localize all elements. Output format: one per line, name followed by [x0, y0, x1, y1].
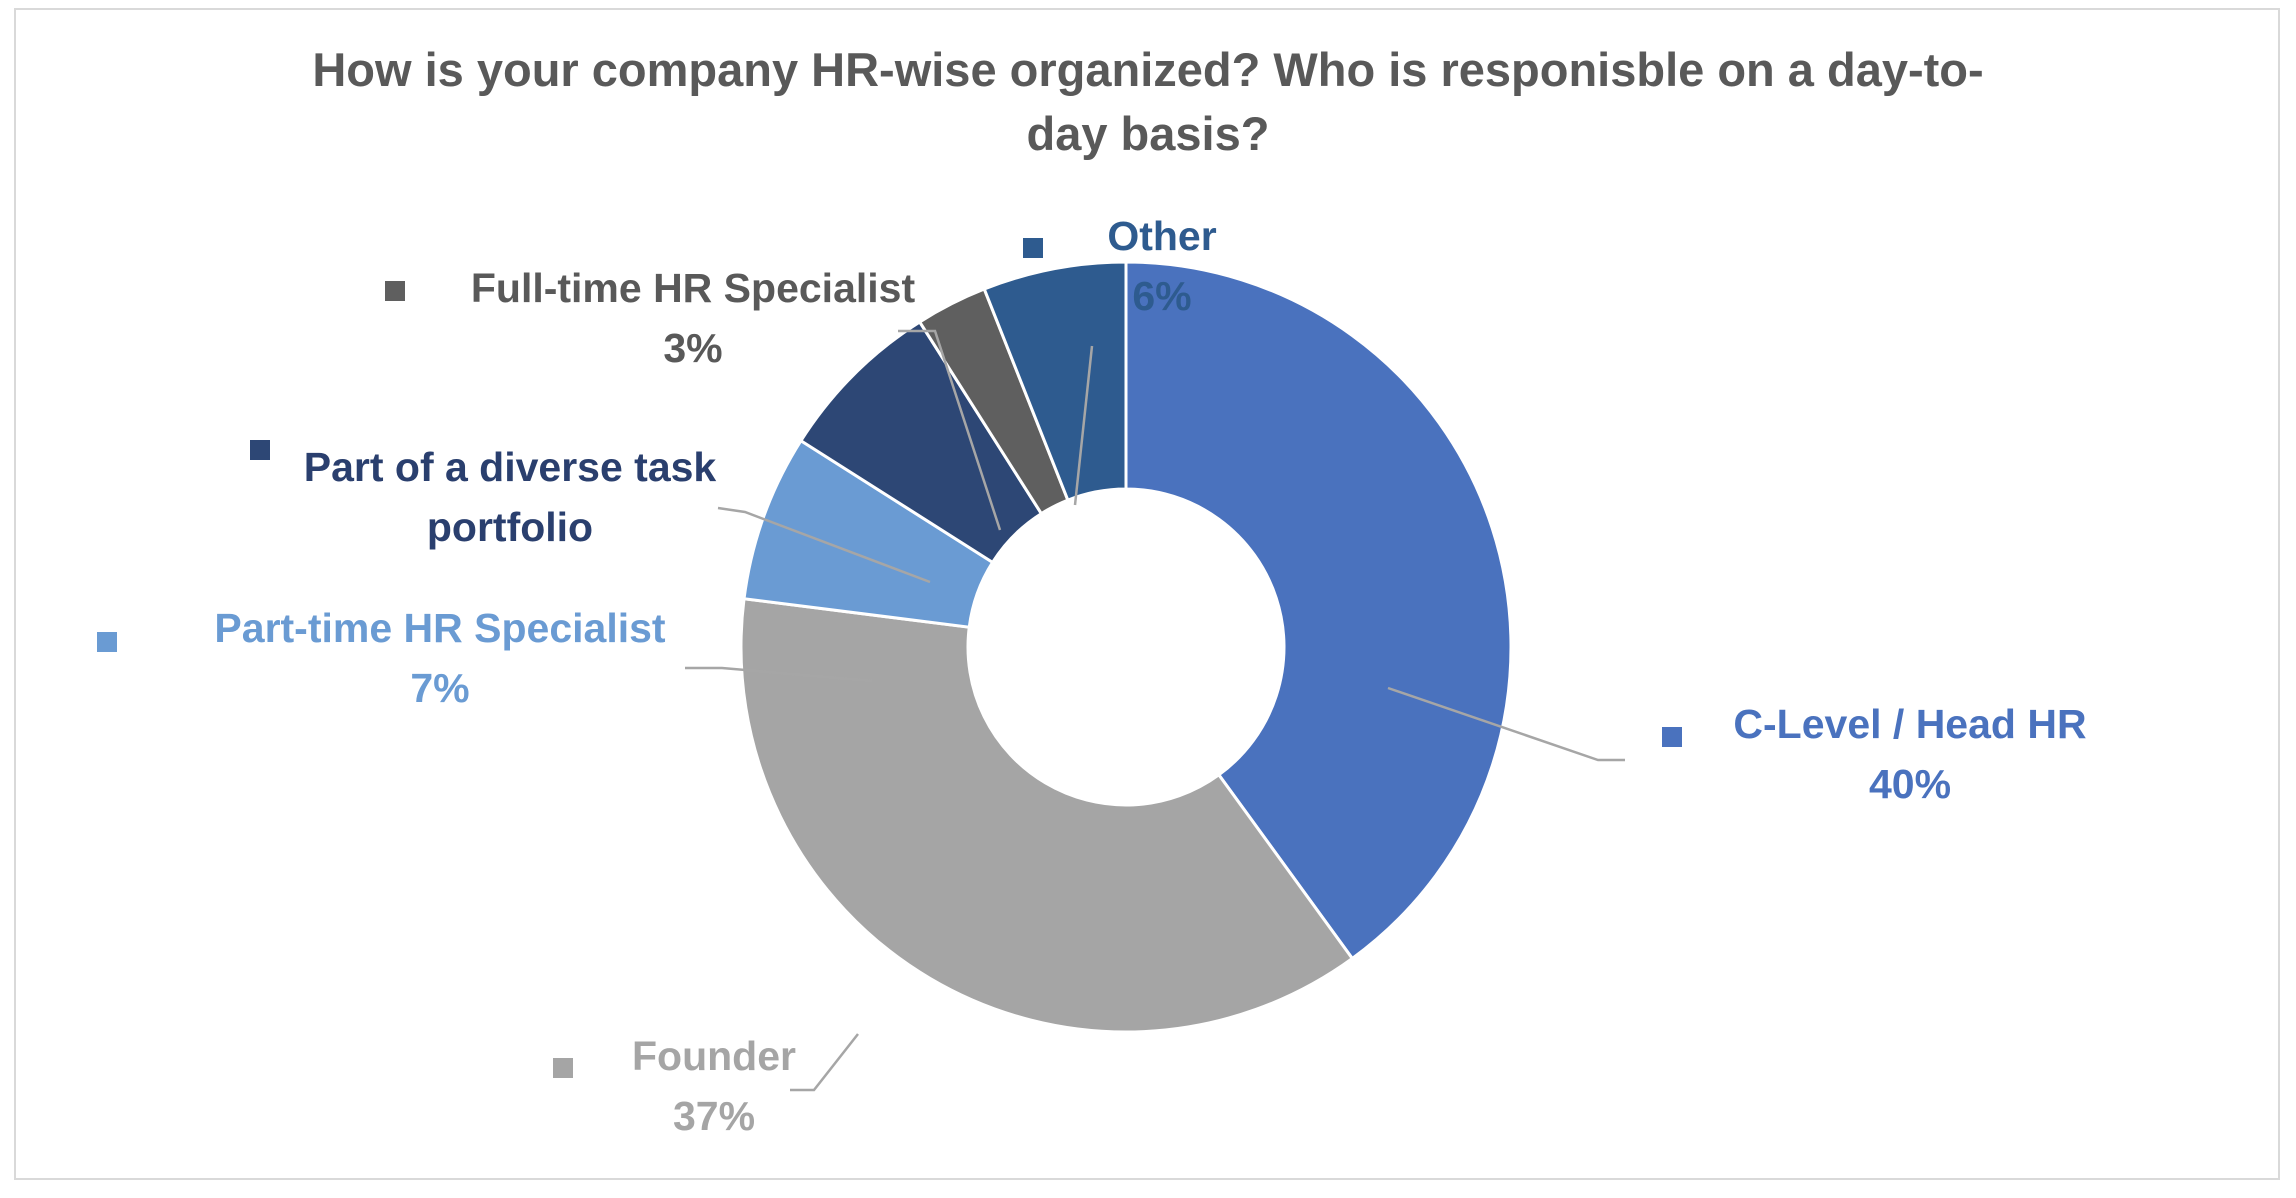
leader-line-part-of-a-diverse-task-portfolio: [717, 506, 931, 584]
category-label-c-level-head-hr-0: C-Level / Head HR: [1733, 701, 2086, 747]
leader-line-full-time-hr-specialist: [898, 329, 1002, 531]
leader-line-other: [1073, 345, 1094, 506]
label-key-other: [1023, 238, 1043, 258]
slice-founder: [739, 597, 1355, 1034]
slice-other: [982, 260, 1128, 503]
leader-lines: [685, 329, 1625, 1092]
leader-line-founder: [790, 1033, 859, 1092]
value-label-full-time-hr-specialist: 3%: [663, 325, 722, 371]
donut-slices: [739, 260, 1513, 1034]
value-label-founder: 37%: [673, 1093, 755, 1139]
data-labels: C-Level / Head HR 40% Founder 37% Part-time …: [97, 213, 2087, 1139]
category-label-part-time-hr-specialist-0: Part-time HR Specialist: [214, 605, 665, 651]
label-key-part-time-hr-specialist: [97, 632, 117, 652]
chart-title: How is your company HR-wise organized? W…: [0, 38, 2296, 166]
chart-title-line-1: How is your company HR-wise organized? W…: [312, 43, 1984, 96]
category-label-part-of-a-diverse-task-portfolio-1: portfolio: [427, 504, 593, 550]
label-key-part-of-a-diverse-task-portfolio: [250, 440, 270, 460]
value-label-c-level-head-hr: 40%: [1869, 761, 1951, 807]
value-label-part-time-hr-specialist: 7%: [410, 665, 469, 711]
chart-title-line-2: day basis?: [1026, 107, 1270, 160]
value-label-other: 6%: [1132, 273, 1191, 319]
label-key-c-level-head-hr: [1662, 727, 1682, 747]
category-label-founder-0: Founder: [632, 1033, 796, 1079]
category-label-part-of-a-diverse-task-portfolio-0: Part of a diverse task: [304, 444, 717, 490]
slice-c-level-head-hr: [1124, 260, 1513, 961]
category-label-full-time-hr-specialist-0: Full-time HR Specialist: [471, 265, 916, 311]
label-key-founder: [553, 1058, 573, 1078]
category-label-other-0: Other: [1107, 213, 1216, 259]
label-key-full-time-hr-specialist: [385, 281, 405, 301]
leader-line-c-level-head-hr: [1387, 686, 1625, 762]
leader-line-part-time-hr-specialist: [685, 666, 873, 683]
